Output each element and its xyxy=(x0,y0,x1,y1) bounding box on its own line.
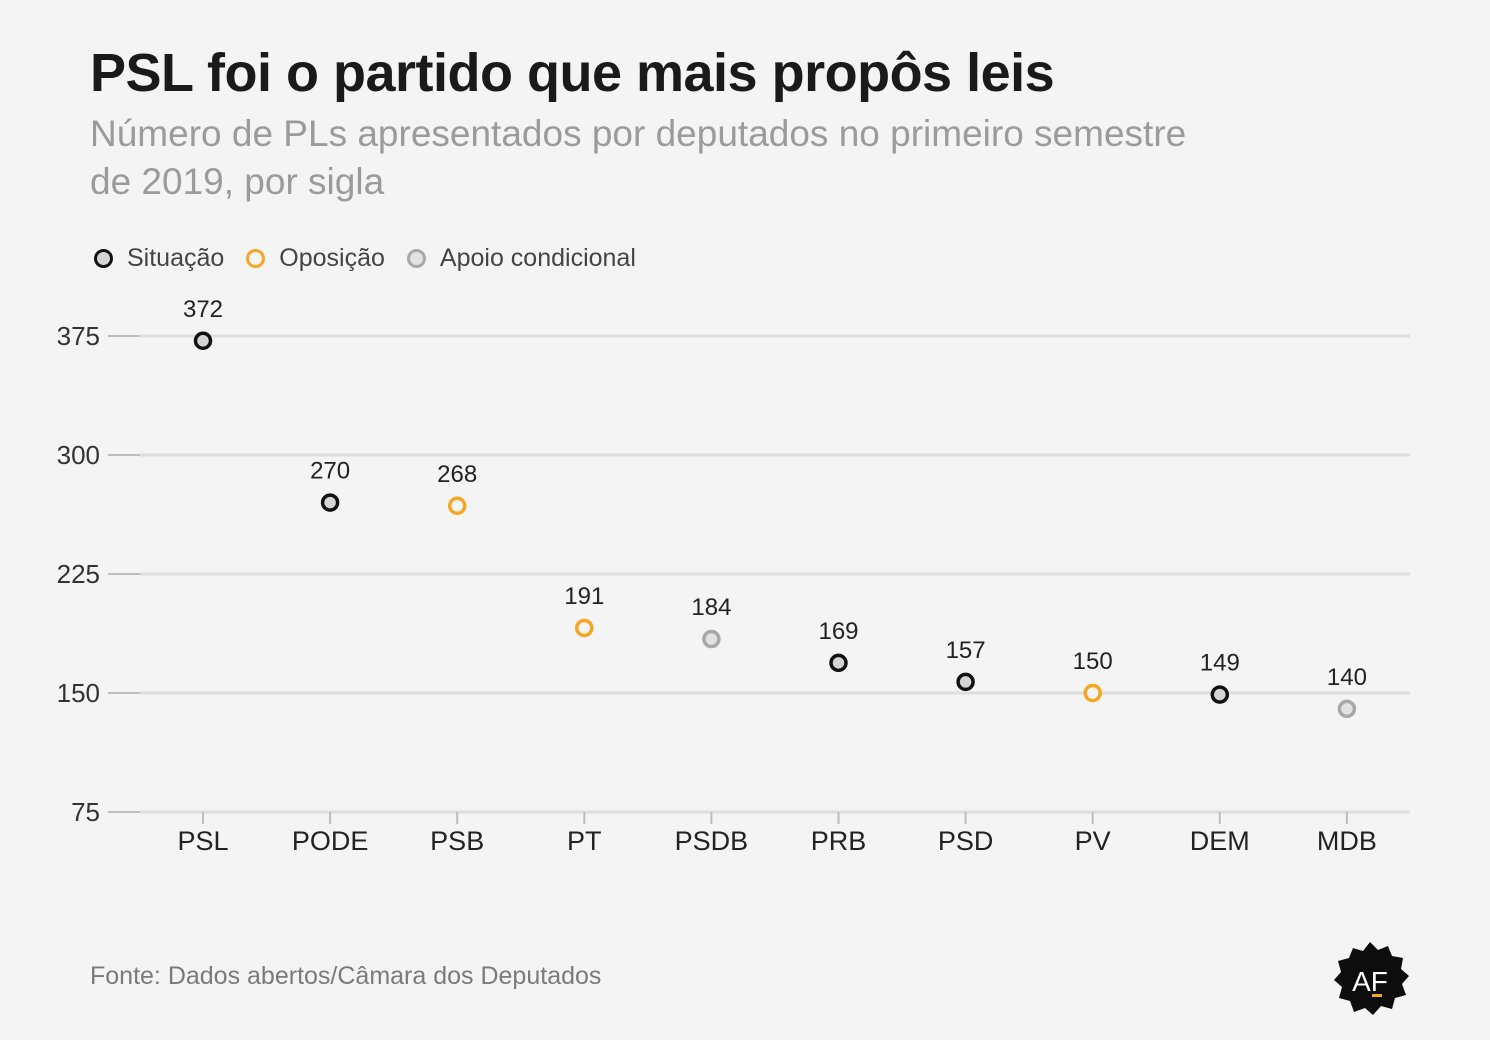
point-psb xyxy=(447,496,467,516)
y-tick-label-225: 225 xyxy=(57,559,100,589)
data-label-psb: 268 xyxy=(437,461,477,488)
x-tick-label-prb: PRB xyxy=(811,826,867,856)
point-psd xyxy=(956,672,975,692)
y-tick-label-150: 150 xyxy=(57,678,100,708)
data-label-psl: 372 xyxy=(183,296,223,323)
x-tick-label-pv: PV xyxy=(1075,826,1111,856)
chart-title: PSL foi o partido que mais propôs leis xyxy=(90,43,1055,103)
legend-item-apoio: Apoio condicional xyxy=(406,244,636,273)
legend-item-situacao: Situação xyxy=(94,244,224,273)
af-logo: AF xyxy=(1334,942,1409,1015)
x-tick-label-pt: PT xyxy=(567,826,602,856)
data-label-pv: 150 xyxy=(1073,648,1113,675)
point-prb xyxy=(829,653,848,673)
point-pv xyxy=(1083,683,1102,703)
y-tick-label-375: 375 xyxy=(57,321,100,351)
x-tick-label-dem: DEM xyxy=(1190,826,1250,856)
logo-text: AF xyxy=(1352,966,1388,997)
x-tick-label-psdb: PSDB xyxy=(675,826,749,856)
legend-situacao-label: Situação xyxy=(127,244,225,272)
x-tick-label-psb: PSB xyxy=(430,826,484,856)
point-dem xyxy=(1210,685,1230,704)
legend-situacao-marker xyxy=(94,249,113,268)
x-tick-label-pode: PODE xyxy=(292,826,369,856)
point-pt xyxy=(575,618,594,638)
data-label-psdb: 184 xyxy=(691,594,731,621)
point-mdb xyxy=(1337,699,1357,719)
source-note: Fonte: Dados abertos/Câmara dos Deputado… xyxy=(90,962,602,990)
point-pode xyxy=(320,493,340,512)
data-label-prb: 169 xyxy=(818,618,858,645)
data-label-pt: 191 xyxy=(564,583,604,610)
point-psdb xyxy=(702,629,721,649)
legend-item-oposicao: Oposição xyxy=(246,244,385,273)
logo-badge-shape xyxy=(1334,942,1409,1015)
point-psl xyxy=(193,331,213,351)
y-tick-label-300: 300 xyxy=(57,440,100,470)
x-tick-label-mdb: MDB xyxy=(1317,826,1377,856)
chart-subtitle: Número de PLs apresentados por deputados… xyxy=(90,113,1187,202)
dot-chart: 75 150 225 300 375 372 PSL 270 PODE 268 PSB 191 PT 18… xyxy=(57,296,1410,856)
legend-apoio-marker xyxy=(406,249,426,268)
data-label-dem: 149 xyxy=(1200,650,1240,677)
logo-accent xyxy=(1372,994,1382,997)
x-tick-label-psd: PSD xyxy=(938,826,994,856)
data-label-mdb: 140 xyxy=(1327,664,1367,691)
legend-oposicao-marker xyxy=(246,249,266,268)
data-label-psd: 157 xyxy=(946,637,986,664)
data-label-pode: 270 xyxy=(310,458,350,485)
legend: Situação Oposição Apoio condicional xyxy=(94,244,658,273)
legend-apoio-label: Apoio condicional xyxy=(439,244,636,272)
legend-oposicao-label: Oposição xyxy=(279,244,385,272)
y-tick-label-75: 75 xyxy=(71,797,100,827)
x-tick-label-psl: PSL xyxy=(177,826,228,856)
